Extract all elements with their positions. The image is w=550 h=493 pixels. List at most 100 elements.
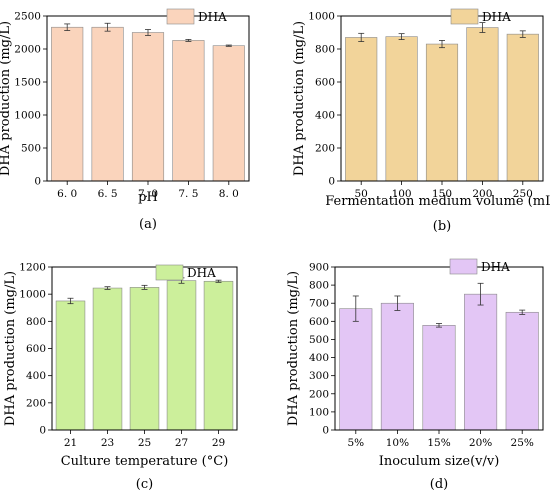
panel-b-y-tick-label: 0 <box>328 176 335 188</box>
panel-c-legend-swatch <box>155 264 184 281</box>
panel-d-bar <box>380 302 414 431</box>
panel-b-panel-label: (b) <box>433 219 451 234</box>
panel-a-axes-frame <box>46 15 250 182</box>
panel-d-legend-label: DHA <box>481 260 510 274</box>
panel-a-panel-label: (a) <box>139 217 157 232</box>
panel-c-bar <box>203 280 234 431</box>
panel-c-y-tick-label: 0 <box>39 425 46 437</box>
panel-c-legend: DHA <box>155 264 216 281</box>
panel-c-legend-label: DHA <box>187 266 216 280</box>
panel-d-legend: DHA <box>449 258 510 275</box>
panel-c-bar <box>55 300 86 431</box>
panel-a-y-tick-label: 2000 <box>14 44 41 56</box>
panel-c-y-axis-label: DHA production (mg/L) <box>3 271 18 426</box>
panel-a-y-tick-label: 2500 <box>14 11 41 23</box>
panel-c-bar <box>166 280 197 431</box>
panel-c-x-axis-label: Culture temperature (°C) <box>61 454 229 469</box>
panel-d-x-axis-label: Inoculum size(v/v) <box>379 454 500 469</box>
panel-a-bar <box>212 45 245 182</box>
panel-d-y-tick-label: 0 <box>322 425 329 437</box>
panel-b-y-axis-label: DHA production (mg/L) <box>292 21 307 176</box>
panel-a-x-tick-label: 6. 0 <box>57 188 77 200</box>
panel-c-axes-frame <box>51 266 238 431</box>
panel-a-legend: DHA <box>166 8 227 25</box>
panel-c-x-tick-label: 29 <box>212 437 225 449</box>
panel-b-bar <box>506 33 539 182</box>
panel-c-y-tick-label: 800 <box>26 316 46 328</box>
panel-a-bar <box>131 32 165 182</box>
panel-a-bar <box>91 26 124 182</box>
panel-c-x-tick-label: 23 <box>101 437 114 449</box>
panel-d-y-tick-label: 400 <box>309 352 329 364</box>
panel-d-y-tick-label: 900 <box>309 262 329 274</box>
panel-a-y-axis-label: DHA production (mg/L) <box>0 21 13 176</box>
panel-b-axes-frame <box>340 15 544 182</box>
panel-b-y-tick-label: 600 <box>315 77 335 89</box>
panel-d-y-tick-label: 100 <box>309 406 329 418</box>
panel-a-bar <box>51 26 84 182</box>
panel-d-bar <box>422 325 456 431</box>
panel-a-bar <box>172 40 205 182</box>
panel-a-chart: 6. 0 6. 5 7. 0 7. 5 8. 0 0 500 1000 1500 2000 2500… <box>0 8 250 232</box>
panel-d-bar <box>339 308 373 431</box>
panel-c-x-tick-label: 21 <box>64 437 77 449</box>
panel-d-y-tick-label: 200 <box>309 388 329 400</box>
panel-a-y-tick-label: 0 <box>34 176 41 188</box>
panel-b-legend: DHA <box>450 8 511 25</box>
panel-b-x-tick-label: 200 <box>472 188 492 200</box>
panel-b-bar <box>425 43 459 182</box>
panel-b-x-tick-label: 250 <box>513 188 533 200</box>
panel-d-chart: 5% 10% 15% 20% 25% 0 100 200 300 400 500 600 700 800 9… <box>286 258 544 492</box>
panel-d-y-tick-label: 600 <box>309 316 329 328</box>
panel-a-y-tick-label: 500 <box>21 143 41 155</box>
panel-b-x-tick-label: 50 <box>355 188 368 200</box>
panel-d-legend-swatch <box>449 258 478 275</box>
panel-c-panel-label: (c) <box>136 477 153 492</box>
panel-c-x-tick-label: 25 <box>138 437 151 449</box>
panel-a-x-tick-label: 7. 0 <box>138 188 158 200</box>
panel-d-axes-frame <box>334 266 544 431</box>
panel-d-y-tick-label: 300 <box>309 370 329 382</box>
panel-c-y-tick-label: 1200 <box>19 262 46 274</box>
panel-b-chart: 50 100 150 200 250 0 200 400 600 800 1000 Fermentat… <box>292 8 550 234</box>
panel-a-x-tick-label: 6. 5 <box>98 188 118 200</box>
panel-d-x-tick-label: 10% <box>386 437 409 449</box>
panel-c-y-tick-label: 1000 <box>19 289 46 301</box>
panel-b-bar <box>345 37 378 182</box>
panel-d-y-tick-label: 500 <box>309 334 329 346</box>
panel-c-bar <box>92 287 123 431</box>
panel-b-y-tick-label: 200 <box>315 143 335 155</box>
panel-b-legend-swatch <box>450 8 479 25</box>
panel-c-y-tick-label: 400 <box>26 370 46 382</box>
panel-c-bar <box>129 287 160 431</box>
panel-b-bar <box>466 27 499 182</box>
panel-b-legend-label: DHA <box>482 10 511 24</box>
panel-d-bar <box>464 293 498 431</box>
panel-a-x-axis-label: pH <box>138 190 158 205</box>
panel-a-y-tick-label: 1000 <box>14 110 41 122</box>
panel-d-y-tick-label: 800 <box>309 280 329 292</box>
panel-b-y-tick-label: 800 <box>315 44 335 56</box>
panel-b-x-axis-label: Fermentation medium volume (mL) <box>325 194 550 209</box>
panel-b-y-tick-label: 1000 <box>308 11 335 23</box>
panel-d-y-tick-label: 700 <box>309 298 329 310</box>
panel-d-panel-label: (d) <box>430 477 448 492</box>
panel-c-y-tick-label: 200 <box>26 397 46 409</box>
panel-d-x-tick-label: 20% <box>469 437 492 449</box>
panel-d-x-tick-label: 25% <box>511 437 534 449</box>
panel-a-legend-label: DHA <box>198 10 227 24</box>
panel-c-chart: 21 23 25 27 29 0 200 400 600 800 1000 1200 Culture t… <box>3 262 238 492</box>
panel-d-bar <box>505 311 539 431</box>
panel-b-y-tick-label: 400 <box>315 110 335 122</box>
panel-b-x-tick-label: 100 <box>392 188 412 200</box>
panel-d-y-axis-label: DHA production (mg/L) <box>286 271 301 426</box>
panel-a-x-tick-label: 7. 5 <box>178 188 198 200</box>
panel-b-bar <box>385 36 418 182</box>
panel-a-x-tick-label: 8. 0 <box>219 188 239 200</box>
panel-a-legend-swatch <box>166 8 195 25</box>
panel-d-x-tick-label: 15% <box>427 437 450 449</box>
panel-d-x-tick-label: 5% <box>347 437 364 449</box>
panel-c-y-tick-label: 600 <box>26 343 46 355</box>
panel-a-y-tick-label: 1500 <box>14 77 41 89</box>
